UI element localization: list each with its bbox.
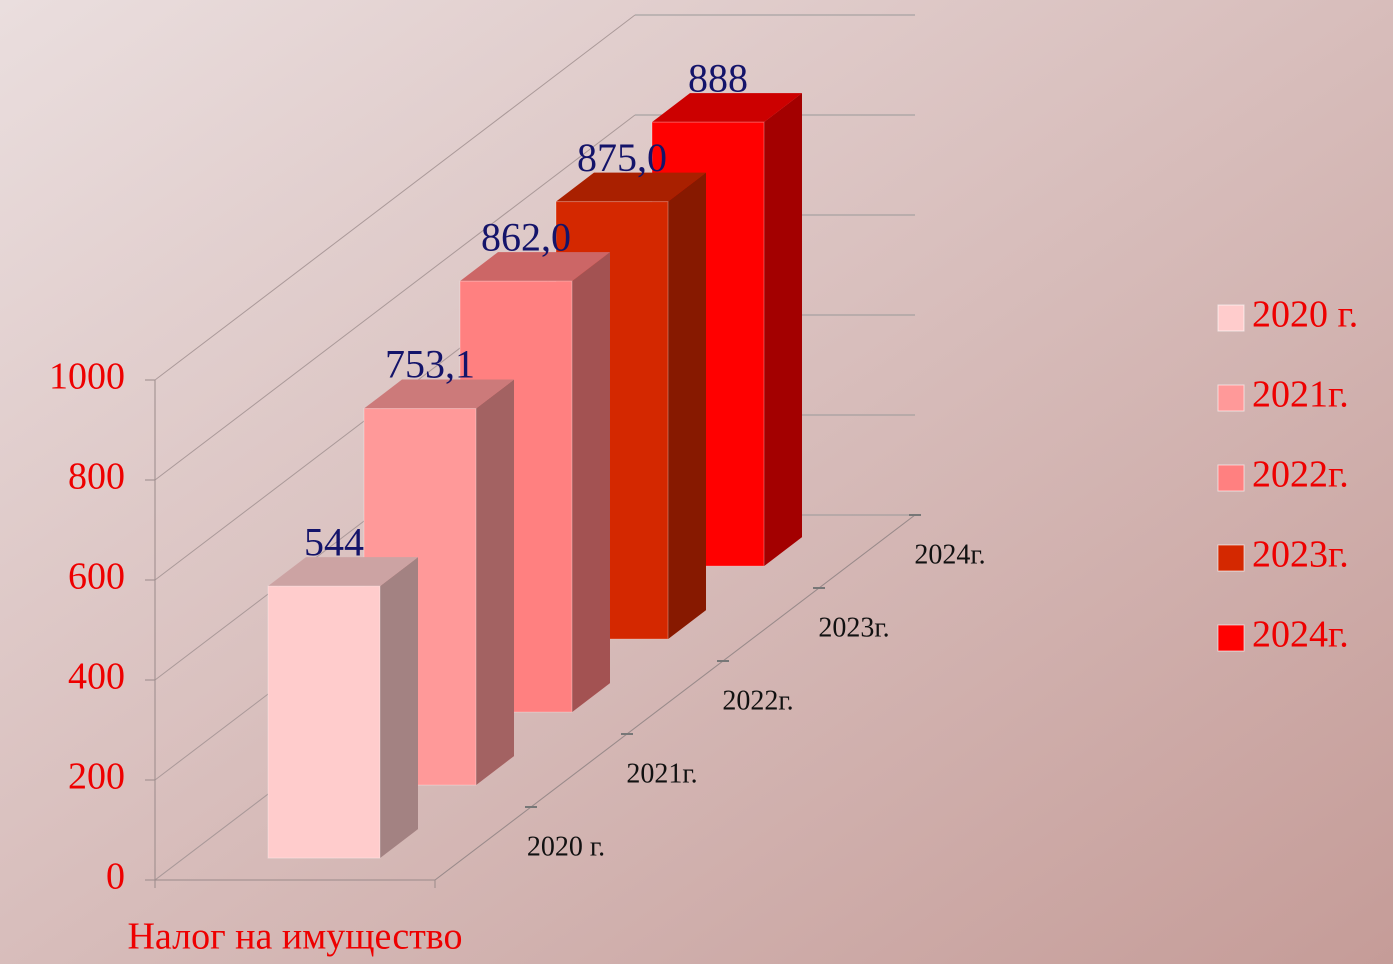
depth-tick-label: 2024г. <box>914 539 985 570</box>
bar-side-shade <box>380 557 418 859</box>
bar-top <box>556 172 706 202</box>
bar-side-shade <box>764 93 802 567</box>
bar-top <box>460 252 610 282</box>
bar-side <box>572 252 610 713</box>
depth-tick-label: 2021г. <box>626 758 697 789</box>
grid-line <box>154 14 636 381</box>
y-tick-label: 1000 <box>49 356 125 398</box>
bar-side <box>764 93 802 567</box>
legend-label: 2021г. <box>1252 374 1349 416</box>
legend-swatch <box>1217 304 1245 332</box>
bar-top-shade <box>364 379 514 409</box>
bar-side-shade <box>476 379 514 786</box>
bar-side-shade <box>572 252 610 713</box>
bar-top <box>652 93 802 123</box>
x-tick-label: Налог на имущество <box>127 916 462 958</box>
y-tick-label: 600 <box>68 556 125 598</box>
data-label: 544 <box>304 519 364 564</box>
legend-swatch <box>1217 464 1245 492</box>
y-tick-label: 200 <box>68 756 125 798</box>
bar <box>267 585 381 859</box>
bar-side-shade <box>668 172 706 640</box>
bar-side <box>380 557 418 859</box>
bar-top <box>268 557 418 587</box>
depth-tick-label: 2020 г. <box>527 831 605 862</box>
bar-top-shade <box>556 172 706 202</box>
grid-line <box>154 114 636 481</box>
legend-swatch <box>1217 544 1245 572</box>
data-label: 753,1 <box>385 342 475 387</box>
legend-label: 2022г. <box>1252 454 1349 496</box>
data-label: 875,0 <box>577 135 667 180</box>
legend-swatch <box>1217 624 1245 652</box>
y-tick-label: 0 <box>106 856 125 898</box>
legend-label: 2024г. <box>1252 614 1349 656</box>
depth-axis <box>434 514 916 881</box>
data-label: 862,0 <box>481 214 571 259</box>
legend-label: 2020 г. <box>1252 294 1358 336</box>
bar-top-shade <box>268 557 418 587</box>
bar-top-shade <box>652 93 802 123</box>
depth-tick-label: 2023г. <box>818 612 889 643</box>
y-tick-label: 800 <box>68 456 125 498</box>
y-tick-label: 400 <box>68 656 125 698</box>
bar-side <box>668 172 706 640</box>
bar-top <box>364 379 514 409</box>
data-label: 888 <box>688 55 748 100</box>
legend-label: 2023г. <box>1252 534 1349 576</box>
depth-tick-label: 2022г. <box>722 685 793 716</box>
legend-swatch <box>1217 384 1245 412</box>
bar-side <box>476 379 514 786</box>
bar-top-shade <box>460 252 610 282</box>
